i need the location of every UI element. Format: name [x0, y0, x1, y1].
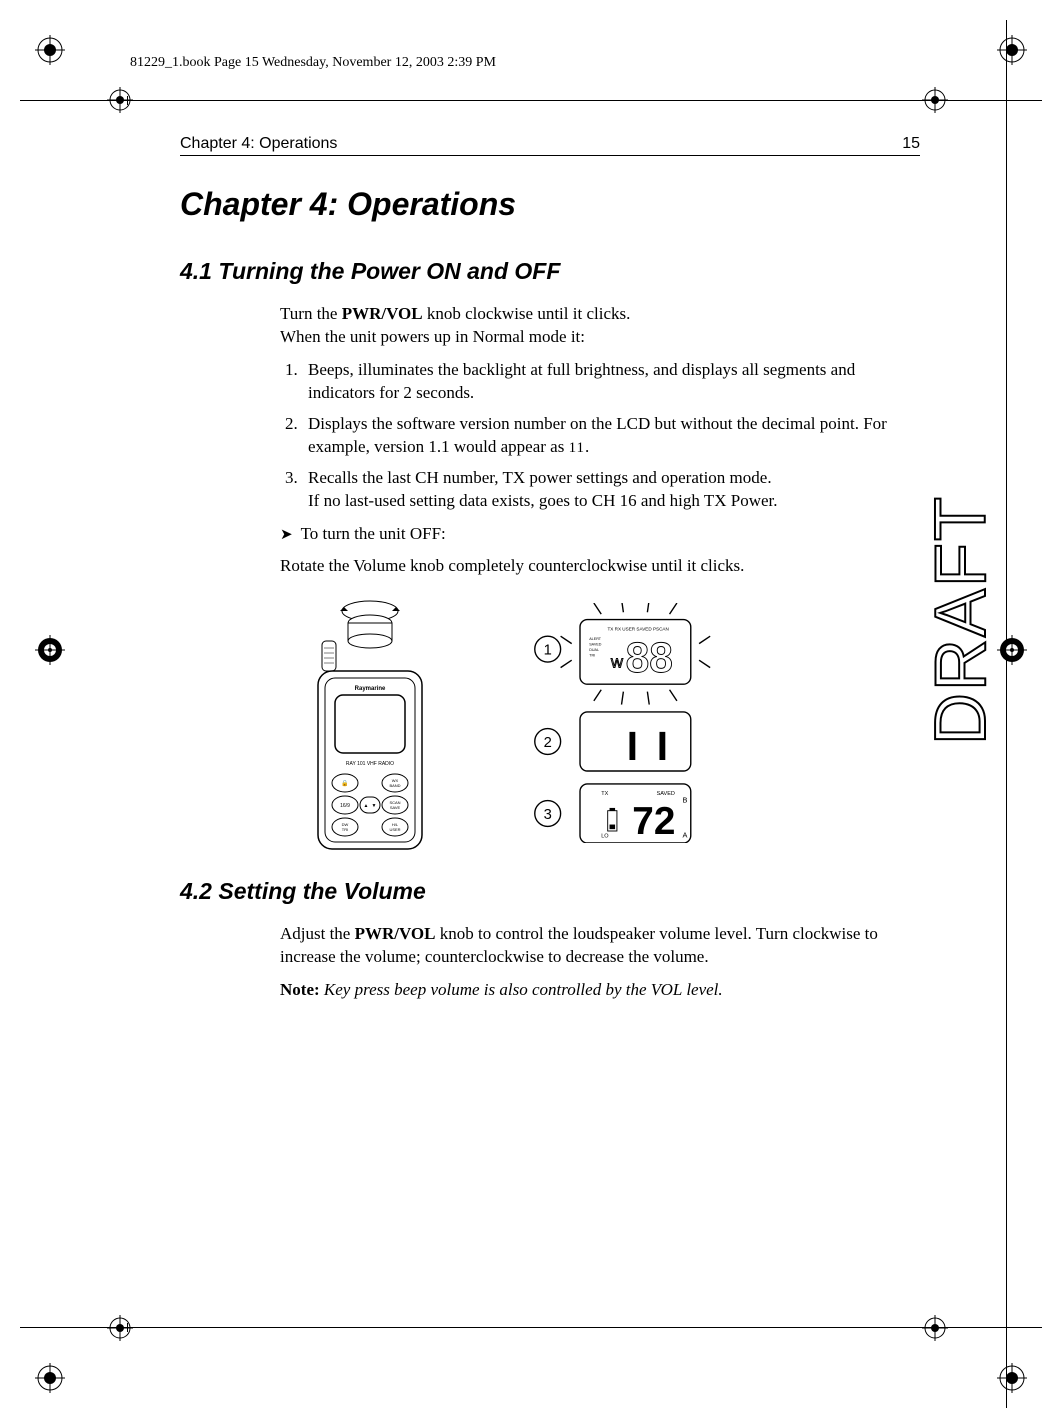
svg-text:▼: ▼ [372, 804, 377, 809]
section-4-1-intro: Turn the PWR/VOL knob clockwise until it… [280, 303, 920, 349]
reg-target-top-line [105, 85, 135, 115]
screen3-digits: 72 [632, 800, 675, 843]
reg-target-top-right [920, 85, 950, 115]
reg-target-mid-left [35, 635, 65, 665]
text: Displays the software version number on … [308, 414, 887, 456]
pwr-vol-label: PWR/VOL [342, 304, 423, 323]
chapter-title: Chapter 4: Operations [180, 186, 920, 223]
crop-line-bottom [20, 1327, 1042, 1328]
note-label: Note: [280, 980, 324, 999]
running-title: Chapter 4: Operations [180, 135, 337, 153]
svg-text:TRI: TRI [589, 654, 595, 658]
section-4-2-body: Adjust the PWR/VOL knob to control the l… [280, 923, 920, 969]
svg-text:A: A [682, 831, 687, 840]
svg-text:B: B [682, 796, 687, 805]
crop-line-top [20, 100, 1042, 101]
list-item-3: Recalls the last CH number, TX power set… [302, 467, 920, 513]
list-item-2: Displays the software version number on … [302, 413, 920, 459]
section-4-2-title: 4.2 Setting the Volume [180, 878, 920, 905]
model-label: RAY 101 VHF RADIO [346, 761, 394, 767]
reg-target-bottom-line [105, 1313, 135, 1343]
svg-text:TX: TX [601, 791, 608, 797]
list-item-1: Beeps, illuminates the backlight at full… [302, 359, 920, 405]
figure: Raymarine RAY 101 VHF RADIO 🔒 WX BAND 16… [280, 593, 920, 853]
section-4-1-title: 4.1 Turning the Power ON and OFF [180, 258, 920, 285]
screen-label-3: 3 [544, 807, 552, 823]
svg-text:USER: USER [389, 827, 400, 832]
svg-text:TX RX USER SAVED PSCAN: TX RX USER SAVED PSCAN [607, 627, 668, 632]
reg-target-tl [35, 35, 65, 65]
screen2-digits: I I [627, 723, 672, 769]
svg-text:W: W [611, 656, 624, 671]
page-content: Chapter 4: Operations 15 Chapter 4: Oper… [180, 135, 920, 1012]
page-number: 15 [902, 135, 920, 153]
version-code: 11 [569, 440, 585, 456]
reg-target-bottom-right [920, 1313, 950, 1343]
svg-text:SAVED: SAVED [657, 791, 675, 797]
screen-label-2: 2 [544, 735, 552, 751]
svg-text:DUAL: DUAL [589, 648, 599, 652]
svg-text:BAND: BAND [389, 783, 400, 788]
svg-text:16/9: 16/9 [340, 803, 350, 809]
screen-label-1: 1 [544, 643, 552, 659]
text: knob clockwise until it clicks. [423, 304, 631, 323]
draft-watermark: DRAFT [920, 495, 1002, 745]
text: Turn the [280, 304, 342, 323]
text: Adjust the [280, 924, 355, 943]
text: If no last-used setting data exists, goe… [308, 491, 778, 510]
svg-text:LO: LO [601, 834, 609, 840]
screen1-digits: 88 [626, 635, 673, 682]
text: . [585, 437, 589, 456]
text: Recalls the last CH number, TX power set… [308, 468, 772, 487]
radio-illustration: Raymarine RAY 101 VHF RADIO 🔒 WX BAND 16… [280, 593, 460, 853]
pwr-vol-label: PWR/VOL [355, 924, 436, 943]
rotate-instruction: Rotate the Volume knob completely counte… [280, 555, 920, 578]
reg-target-br [997, 1363, 1027, 1393]
svg-text:TRI: TRI [342, 827, 348, 832]
svg-text:▲: ▲ [364, 804, 369, 809]
svg-text:🔒: 🔒 [341, 779, 348, 787]
text: When the unit powers up in Normal mode i… [280, 327, 585, 346]
brand-label: Raymarine [355, 686, 386, 692]
reg-target-tr [997, 35, 1027, 65]
svg-text:ALERT: ALERT [589, 637, 602, 641]
book-header: 81229_1.book Page 15 Wednesday, November… [130, 55, 496, 71]
reg-target-bl [35, 1363, 65, 1393]
svg-text:SAVE: SAVE [390, 805, 401, 810]
text: To turn the unit OFF: [301, 524, 446, 543]
crop-line-right [1006, 20, 1007, 1408]
note-body: Key press beep volume is also controlled… [324, 980, 723, 999]
procedure-arrow: To turn the unit OFF: [280, 523, 920, 546]
svg-text:SAVED: SAVED [589, 643, 602, 647]
lcd-screens-illustration: 1 TX RX USER SAVED PSCAN ALERT SAVED DUA… [520, 603, 760, 843]
note: Note: Key press beep volume is also cont… [280, 979, 920, 1002]
